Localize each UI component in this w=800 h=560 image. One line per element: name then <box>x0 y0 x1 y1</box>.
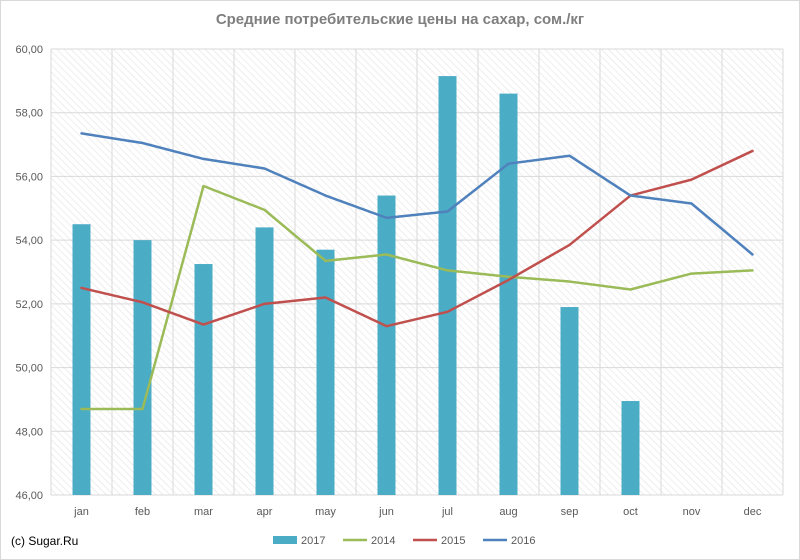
legend-label-2016: 2016 <box>511 535 535 547</box>
x-tick-label: apr <box>257 506 273 518</box>
y-tick-label: 52,00 <box>15 299 43 311</box>
x-tick-label: aug <box>499 506 517 518</box>
y-tick-label: 50,00 <box>15 363 43 375</box>
x-tick-label: sep <box>561 506 579 518</box>
x-tick-label: jan <box>73 506 89 518</box>
bar-2017-jan <box>72 224 91 495</box>
y-tick-label: 48,00 <box>15 426 43 438</box>
y-tick-label: 46,00 <box>15 490 43 502</box>
y-tick-label: 58,00 <box>15 108 43 120</box>
bar-2017-aug <box>499 93 518 495</box>
chart-title: Средние потребительские цены на сахар, с… <box>215 11 585 28</box>
x-tick-label: oct <box>623 506 638 518</box>
source-note: (c) Sugar.Ru <box>11 534 79 548</box>
line-series-2014 <box>80 184 754 411</box>
bar-2017-sep <box>560 307 579 495</box>
bar-2017-jul <box>438 76 457 495</box>
x-tick-label: may <box>315 506 336 518</box>
x-tick-label: dec <box>744 506 762 518</box>
x-tick-label: jun <box>378 506 394 518</box>
y-tick-label: 54,00 <box>15 235 43 247</box>
legend-label-2015: 2015 <box>441 535 465 547</box>
y-tick-label: 56,00 <box>15 171 43 183</box>
legend-swatch-2017 <box>273 536 297 544</box>
bar-2017-oct <box>621 401 640 495</box>
legend-label-2017: 2017 <box>301 535 325 547</box>
x-tick-label: nov <box>683 506 701 518</box>
bar-2017-apr <box>255 227 274 495</box>
bar-2017-feb <box>133 240 152 495</box>
y-tick-label: 60,00 <box>15 44 43 56</box>
line-series-2015 <box>80 149 754 328</box>
x-tick-label: jul <box>441 506 453 518</box>
bar-2017-may <box>316 249 335 495</box>
bar-2017-mar <box>194 264 213 495</box>
legend-label-2014: 2014 <box>371 535 395 547</box>
x-tick-label: feb <box>135 506 150 518</box>
bar-2017-jun <box>377 195 396 496</box>
line-series-2016 <box>80 132 754 256</box>
x-tick-label: mar <box>194 506 213 518</box>
